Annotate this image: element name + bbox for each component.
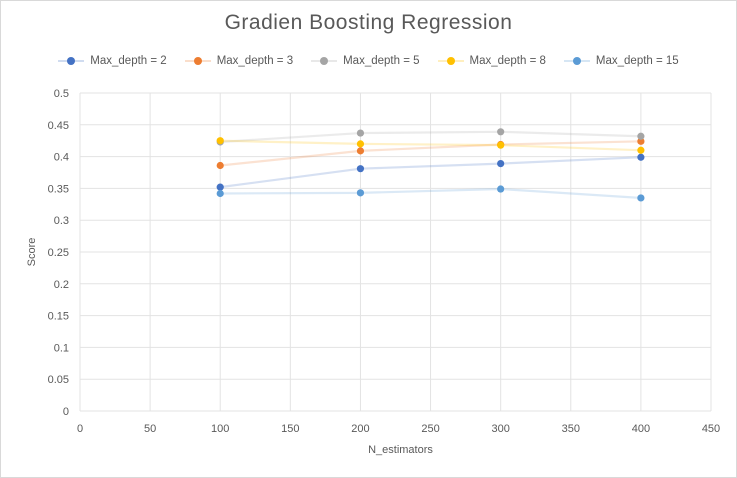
series-line-5 <box>220 187 641 200</box>
legend-label: Max_depth = 3 <box>216 55 294 67</box>
y-tick-label: 0.45 <box>48 120 69 132</box>
legend: Max_depth = 2 Max_depth = 3 Max_depth = 5 M… <box>0 55 737 67</box>
x-tick-label: 400 <box>632 423 650 435</box>
legend-item: Max_depth = 3 <box>184 55 294 67</box>
data-point-series-2 <box>216 161 224 170</box>
series-line-3 <box>220 130 641 144</box>
y-tick-label: 0.15 <box>48 311 69 323</box>
legend-marker-icon <box>311 57 338 65</box>
data-point-series-5 <box>356 189 365 197</box>
x-tick-label: 0 <box>77 423 83 435</box>
data-point-series-3 <box>497 128 505 136</box>
data-point-series-5 <box>637 194 645 202</box>
legend-marker-icon <box>437 57 464 65</box>
legend-label: Max_depth = 15 <box>595 55 679 67</box>
data-point-series-1 <box>356 165 365 173</box>
series-line-1 <box>220 156 641 189</box>
x-tick-label: 150 <box>281 423 299 435</box>
y-tick-label: 0.3 <box>54 215 69 227</box>
x-tick-label: 300 <box>491 423 509 435</box>
x-tick-label: 250 <box>421 423 439 435</box>
series-line-4 <box>220 139 641 152</box>
legend-marker-icon <box>563 57 590 65</box>
y-tick-label: 0 <box>63 406 69 418</box>
y-tick-label: 0.1 <box>54 342 69 354</box>
y-tick-label: 0.25 <box>48 247 69 259</box>
legend-item: Max_depth = 5 <box>311 55 420 67</box>
data-point-series-2 <box>637 137 645 145</box>
x-tick-label: 100 <box>211 423 229 435</box>
chart-title: Gradien Boosting Regression <box>224 11 513 34</box>
legend-item: Max_depth = 15 <box>563 55 679 67</box>
x-tick-label: 50 <box>144 423 156 435</box>
y-tick-label: 0.4 <box>54 152 69 164</box>
y-tick-label: 0.5 <box>54 88 69 100</box>
data-point-series-4 <box>497 141 505 149</box>
legend-item: Max_depth = 2 <box>58 55 167 67</box>
data-point-series-3 <box>356 129 365 137</box>
legend-label: Max_depth = 8 <box>469 55 546 67</box>
y-tick-label: 0.35 <box>48 183 69 195</box>
x-tick-label: 450 <box>702 423 720 435</box>
data-point-series-5 <box>497 185 505 193</box>
legend-label: Max_depth = 2 <box>90 55 167 67</box>
data-point-series-1 <box>497 159 505 168</box>
y-axis-title: Score <box>26 238 38 267</box>
y-tick-label: 0.05 <box>48 374 69 386</box>
data-point-series-2 <box>356 147 365 155</box>
y-tick-label: 0.2 <box>54 279 69 291</box>
data-point-series-4 <box>216 137 224 145</box>
x-tick-label: 200 <box>351 423 369 435</box>
legend-label: Max_depth = 5 <box>343 55 420 67</box>
data-point-series-1 <box>637 153 645 161</box>
legend-marker-icon <box>184 57 211 65</box>
data-point-series-5 <box>216 189 224 198</box>
data-point-series-4 <box>356 140 365 148</box>
legend-marker-icon <box>58 57 85 65</box>
data-point-series-1 <box>216 183 224 191</box>
data-point-series-4 <box>637 146 645 154</box>
series-line-2 <box>220 140 641 167</box>
legend-item: Max_depth = 8 <box>437 55 546 67</box>
data-point-series-3 <box>637 132 645 140</box>
x-axis-title: N_estimators <box>368 444 433 456</box>
x-tick-label: 350 <box>562 423 580 435</box>
